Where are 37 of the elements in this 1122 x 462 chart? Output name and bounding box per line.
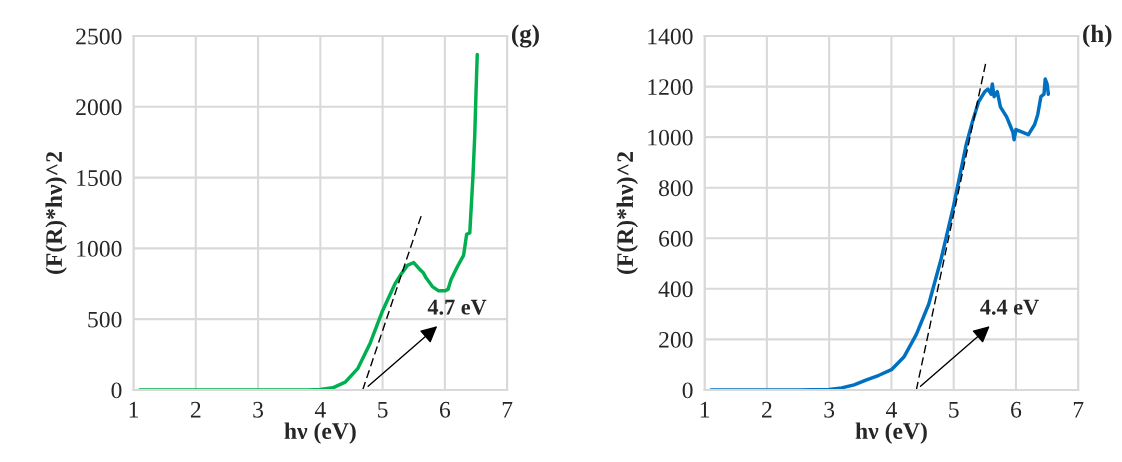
- x-tick-label: 1: [129, 401, 138, 418]
- y-axis-title: (F(R)*hν)^2: [45, 152, 67, 274]
- y-tick-label: 1000: [648, 129, 693, 146]
- x-tick-label: 2: [190, 401, 201, 418]
- line-series: [709, 77, 1051, 390]
- x-tick-label: 7: [502, 401, 513, 418]
- x-tick-label: 4: [314, 401, 326, 418]
- y-tick-label: 200: [659, 331, 693, 348]
- x-tick-label: 6: [1011, 401, 1022, 418]
- y-tick-label: 0: [111, 382, 122, 399]
- x-axis-title: hν (eV): [855, 422, 927, 444]
- x-tick-label: 3: [824, 401, 835, 418]
- y-tick-label: 1500: [77, 170, 122, 187]
- y-tick-label: 1000: [77, 240, 122, 257]
- y-tick-label: 1200: [648, 79, 693, 96]
- x-tick-label: 6: [439, 401, 451, 418]
- annotation: 4.4 eV: [980, 299, 1039, 315]
- annotation: 4.7 eV: [427, 299, 487, 315]
- y-tick-label: 0: [682, 382, 693, 399]
- x-axis-title: hν (eV): [284, 422, 356, 444]
- x-tick-label: 2: [762, 401, 772, 418]
- y-tick-label: 400: [658, 281, 693, 298]
- x-tick-label: 7: [1073, 401, 1084, 418]
- y-tick-label: 2500: [76, 28, 122, 45]
- y-tick-label: 1400: [648, 28, 693, 45]
- y-axis-title: (F(R)*hν)^2: [616, 152, 638, 274]
- text: (g): [511, 24, 539, 48]
- text: (h): [1083, 24, 1112, 48]
- y-tick-label: 600: [659, 230, 693, 247]
- x-tick-label: 4: [885, 401, 897, 418]
- y-tick-label: 500: [88, 311, 122, 328]
- x-tick-label: 3: [253, 401, 264, 418]
- x-tick-label: 1: [700, 401, 710, 418]
- x-tick-label: 5: [378, 401, 388, 418]
- y-tick-label: 2000: [76, 99, 122, 116]
- y-tick-label: 800: [658, 180, 693, 197]
- x-tick-label: 5: [949, 401, 959, 418]
